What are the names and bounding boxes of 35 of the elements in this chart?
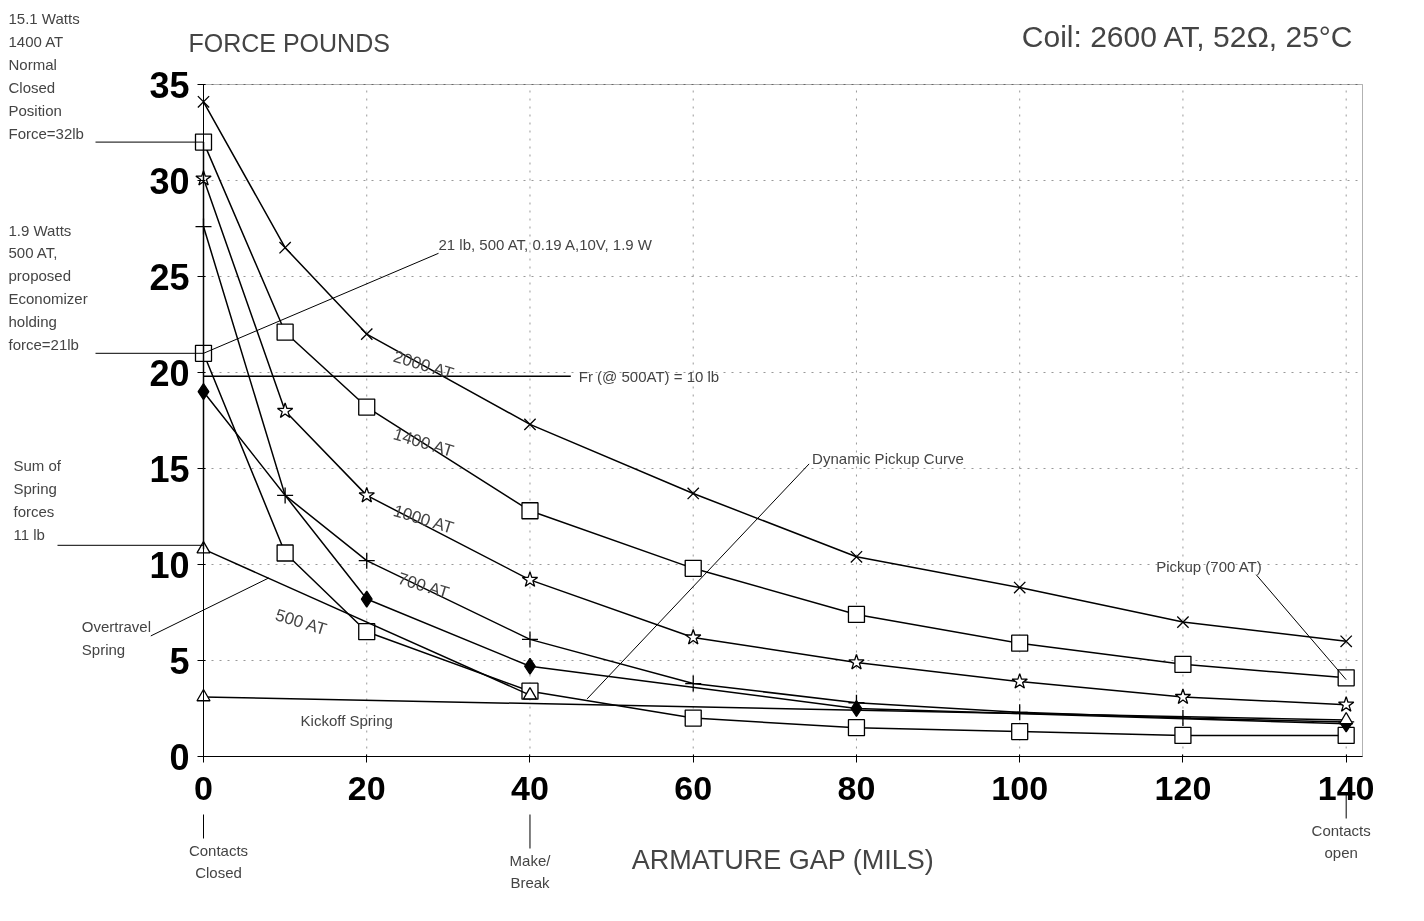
- text: 700 AT: [395, 569, 452, 603]
- text: 2000 AT: [390, 346, 456, 384]
- y-tick-label: 0: [169, 736, 190, 778]
- annotation: 21 lb, 500 AT, 0.19 A,10V, 1.9 W: [438, 236, 653, 254]
- text: Contacts Closed: [188, 841, 249, 882]
- chart-title: Coil: 2600 AT, 52Ω, 25°C: [1021, 19, 1353, 53]
- x-tick-label: 120: [1154, 768, 1212, 807]
- y-tick-label: 35: [149, 64, 190, 106]
- x-axis-title: ARMATURE GAP (MILS): [631, 844, 934, 875]
- annotation: Overtravel Spring: [81, 617, 151, 658]
- text: 1000 AT: [390, 501, 456, 538]
- y-tick-label: 10: [149, 544, 190, 586]
- x-tick-label: 20: [347, 768, 386, 807]
- y-tick-label: 30: [149, 160, 190, 202]
- annotation: Dynamic Pickup Curve: [812, 450, 964, 468]
- x-tick-label: 40: [511, 768, 549, 807]
- annotation: Sum of Spring forces 11 lb: [13, 457, 62, 544]
- y-tick-label: 15: [149, 448, 190, 490]
- y-tick-label: 5: [169, 640, 190, 682]
- x-tick-label: 140: [1317, 768, 1375, 807]
- x-tick-label: 60: [674, 768, 713, 807]
- annotation: Kickoff Spring: [300, 712, 393, 730]
- text: Contacts open: [1311, 821, 1371, 862]
- x-tick-label: 100: [991, 768, 1049, 807]
- annotation: Pickup (700 AT): [1156, 558, 1262, 576]
- y-tick-label: 25: [149, 256, 190, 298]
- y-axis-title: FORCE POUNDS: [188, 28, 390, 57]
- y-tick-label: 20: [149, 352, 190, 394]
- text: Make/ Break: [509, 851, 552, 892]
- annotation: 1.9 Watts 500 AT, proposed Economizer holding force=21lb: [8, 221, 88, 354]
- annotation: Fr (@ 500AT) = 10 lb: [578, 367, 720, 385]
- annotation: 15.1 Watts 1400 AT Normal Closed Position Force=32lb: [8, 10, 84, 143]
- text: 500 AT: [273, 605, 329, 640]
- text: 1400 AT: [390, 424, 456, 462]
- x-tick-label: 80: [837, 768, 876, 807]
